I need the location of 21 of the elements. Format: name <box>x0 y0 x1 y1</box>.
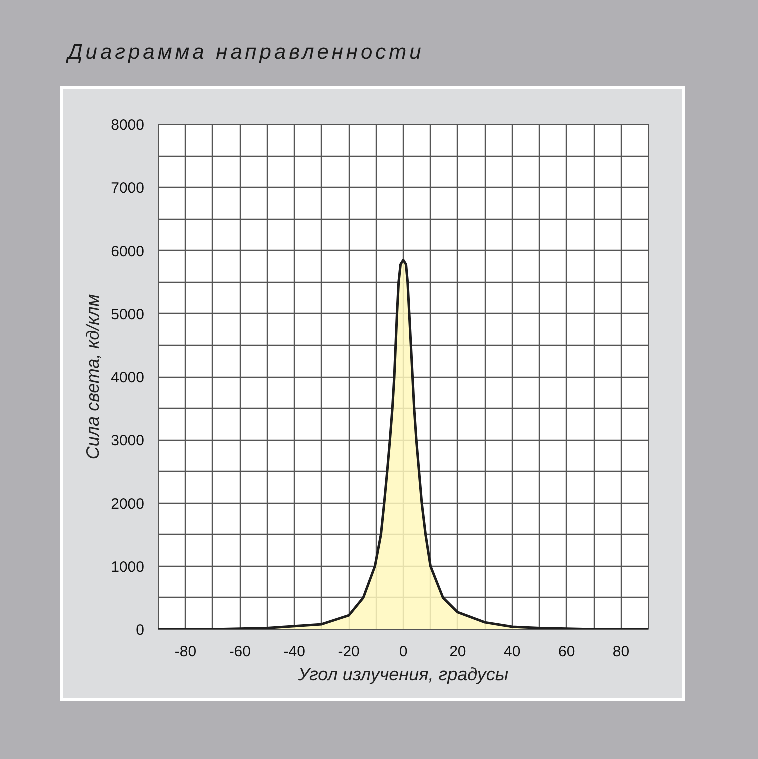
y-tick-label: 7000 <box>111 180 145 198</box>
x-tick-label: 40 <box>504 644 521 660</box>
y-tick-label: 0 <box>136 622 144 639</box>
x-axis-title: Угол излучения, градусы <box>297 664 509 684</box>
x-tick-label: -40 <box>284 644 306 660</box>
y-tick-label: 6000 <box>111 243 145 260</box>
x-tick-label: -20 <box>338 644 360 660</box>
x-tick-label: -60 <box>229 644 252 660</box>
y-tick-label: 4000 <box>111 370 145 386</box>
x-tick-label: 80 <box>612 644 630 660</box>
x-tick-label: -80 <box>174 644 197 660</box>
y-axis-title: Сила света, кд/клм <box>83 294 104 460</box>
x-tick-label: 20 <box>450 644 466 660</box>
y-tick-label: 5000 <box>111 306 145 324</box>
y-tick-label: 3000 <box>111 432 145 450</box>
chart-title: Диаграмма направленности <box>68 40 424 66</box>
x-tick-label: 0 <box>399 644 408 660</box>
y-tick-label: 8000 <box>111 117 145 134</box>
y-tick-label: 2000 <box>111 496 145 513</box>
x-tick-label: 60 <box>558 644 576 660</box>
y-tick-label: 1000 <box>111 558 145 576</box>
